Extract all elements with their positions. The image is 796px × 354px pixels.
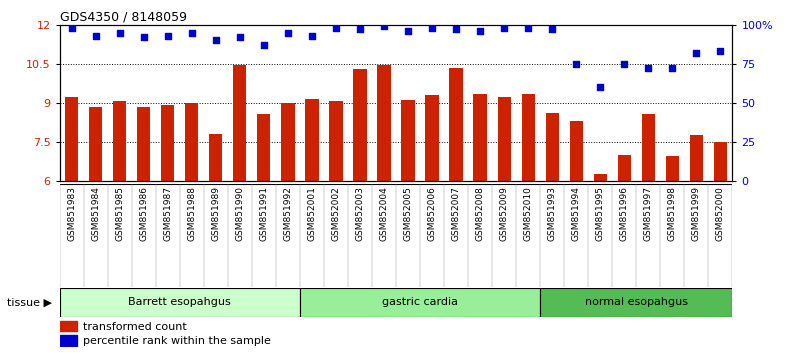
Text: transformed count: transformed count (84, 321, 187, 332)
Point (690, 50, 703, 56)
Text: GSM852002: GSM852002 (331, 186, 341, 241)
Bar (450, 68, 462, 181)
Point (666, 65, 679, 71)
Point (65, 25, 78, 31)
Point (353, 27, 366, 32)
Bar (377, 65, 391, 181)
Point (330, 25, 342, 31)
Bar (545, 113, 559, 181)
Point (209, 38, 222, 43)
Bar (162, 105, 174, 181)
Text: gastric cardia: gastric cardia (382, 297, 458, 307)
Bar (714, 142, 727, 181)
Text: GSM851993: GSM851993 (548, 186, 556, 241)
Point (306, 33, 318, 39)
Text: GSM852005: GSM852005 (404, 186, 412, 241)
Text: GSM851992: GSM851992 (283, 186, 292, 241)
Bar (521, 93, 535, 181)
Bar (137, 107, 150, 181)
Text: tissue ▶: tissue ▶ (6, 297, 52, 307)
Text: Barrett esopahgus: Barrett esopahgus (128, 297, 231, 307)
Bar (642, 114, 655, 181)
Text: GSM852008: GSM852008 (475, 186, 485, 241)
Point (377, 23, 390, 29)
Text: GSM851998: GSM851998 (668, 186, 677, 241)
Point (402, 28, 415, 34)
Bar (233, 65, 247, 181)
Text: GSM851990: GSM851990 (236, 186, 244, 241)
Bar (89, 107, 103, 181)
Point (113, 30, 126, 35)
Bar (570, 121, 583, 181)
Point (498, 25, 510, 31)
Text: GSM851988: GSM851988 (187, 186, 197, 241)
Point (714, 48, 727, 54)
Point (594, 84, 607, 90)
Bar (401, 100, 415, 181)
Text: GSM851999: GSM851999 (692, 186, 700, 241)
Point (89, 33, 102, 39)
Text: GSM852006: GSM852006 (427, 186, 436, 241)
Point (450, 27, 462, 32)
Point (570, 61, 583, 67)
Text: GSM851986: GSM851986 (139, 186, 148, 241)
Bar (209, 134, 222, 181)
Text: GSM852004: GSM852004 (380, 186, 388, 241)
Bar (60, 321, 76, 331)
Bar (185, 103, 198, 181)
Bar (353, 69, 367, 181)
Text: GSM852003: GSM852003 (356, 186, 365, 241)
Text: GSM851987: GSM851987 (163, 186, 172, 241)
Text: GSM851984: GSM851984 (92, 186, 100, 241)
Text: GSM852001: GSM852001 (307, 186, 317, 241)
Text: percentile rank within the sample: percentile rank within the sample (84, 336, 271, 346)
Text: GSM852000: GSM852000 (716, 186, 725, 241)
Text: GSM851989: GSM851989 (212, 186, 220, 241)
Bar (306, 99, 318, 181)
Text: normal esopahgus: normal esopahgus (585, 297, 688, 307)
Point (138, 34, 150, 40)
Text: GSM851995: GSM851995 (595, 186, 605, 241)
Bar (330, 101, 342, 181)
Bar (113, 101, 127, 181)
Bar (594, 174, 607, 181)
Text: GSM852009: GSM852009 (500, 186, 509, 241)
Point (185, 30, 198, 35)
Bar (665, 156, 679, 181)
Point (642, 65, 654, 71)
Text: GSM851983: GSM851983 (67, 186, 76, 241)
Point (162, 33, 174, 39)
Bar (540, 288, 732, 317)
Text: GDS4350 / 8148059: GDS4350 / 8148059 (60, 11, 187, 24)
Bar (425, 95, 439, 181)
Text: GSM851996: GSM851996 (620, 186, 629, 241)
Text: GSM851991: GSM851991 (259, 186, 268, 241)
Text: GSM852007: GSM852007 (451, 186, 461, 241)
Text: GSM851994: GSM851994 (572, 186, 580, 241)
Bar (498, 97, 511, 181)
Bar (257, 114, 271, 181)
Bar (60, 335, 76, 346)
Text: GSM851985: GSM851985 (115, 186, 124, 241)
Bar (65, 97, 78, 181)
Bar (300, 288, 540, 317)
Point (618, 61, 630, 67)
Bar (474, 93, 486, 181)
Text: GSM851997: GSM851997 (644, 186, 653, 241)
Point (233, 34, 246, 40)
Point (546, 27, 559, 32)
Bar (689, 135, 703, 181)
Bar (60, 288, 300, 317)
Point (521, 25, 534, 31)
Point (282, 30, 295, 35)
Point (426, 25, 439, 31)
Text: GSM852010: GSM852010 (524, 186, 533, 241)
Point (474, 28, 486, 34)
Bar (281, 103, 295, 181)
Bar (618, 155, 630, 181)
Point (258, 42, 271, 48)
